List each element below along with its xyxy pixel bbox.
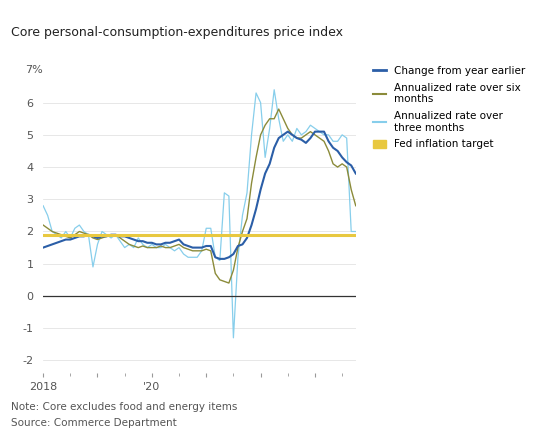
Text: Note: Core excludes food and energy items: Note: Core excludes food and energy item… — [11, 402, 237, 412]
Text: Source: Commerce Department: Source: Commerce Department — [11, 418, 177, 428]
Text: 7%: 7% — [25, 66, 43, 76]
Legend: Change from year earlier, Annualized rate over six
months, Annualized rate over
: Change from year earlier, Annualized rat… — [374, 66, 526, 149]
Text: Core personal-consumption-expenditures price index: Core personal-consumption-expenditures p… — [11, 26, 343, 39]
